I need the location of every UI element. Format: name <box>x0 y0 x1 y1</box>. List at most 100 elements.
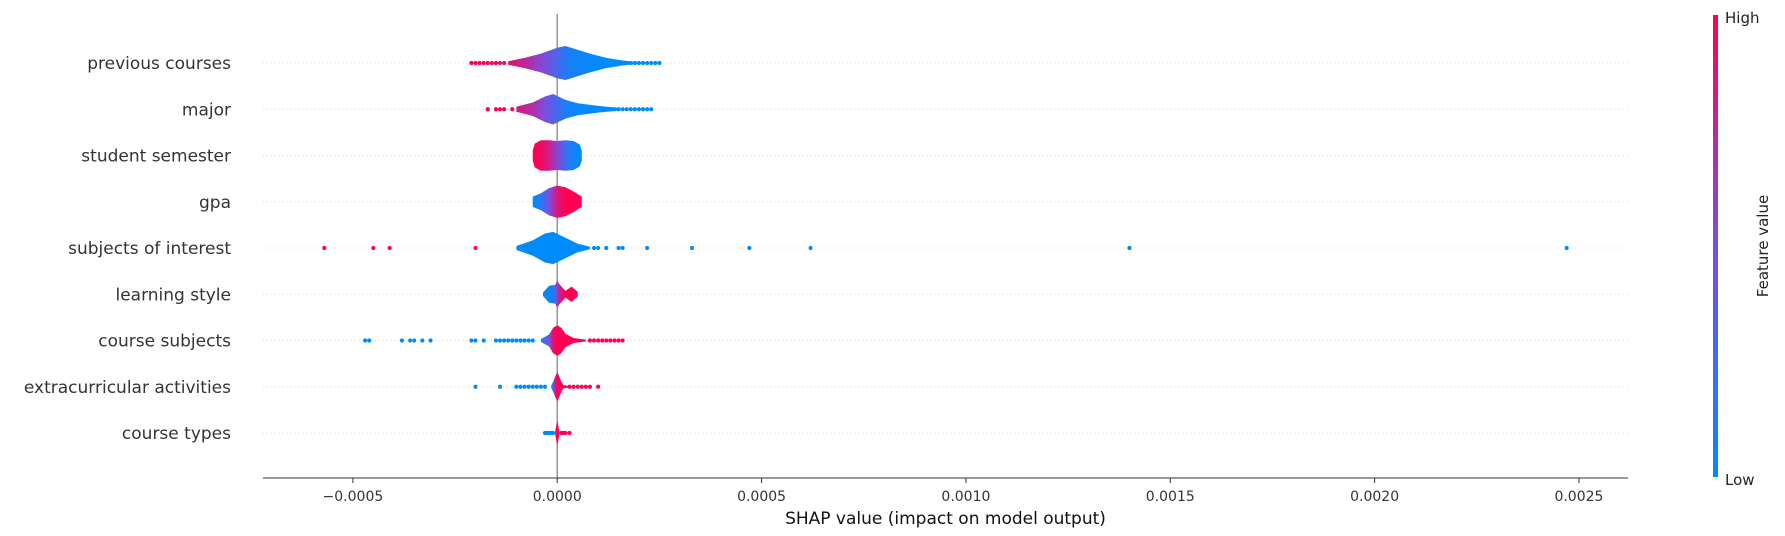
violin-shape <box>540 325 586 356</box>
feature-label: gpa <box>199 193 231 213</box>
outlier-point <box>591 245 597 251</box>
outlier-point <box>481 60 486 66</box>
outlier-point <box>493 60 499 66</box>
feature-label: learning style <box>115 285 231 305</box>
outlier-point <box>636 107 642 112</box>
violin-shape <box>551 372 570 402</box>
outlier-point <box>640 60 646 66</box>
outlier-point <box>571 384 576 389</box>
feature-label: previous courses <box>87 54 231 74</box>
outlier-point <box>322 245 327 251</box>
outlier-point <box>747 245 752 251</box>
outlier-point <box>632 60 638 66</box>
outlier-point <box>493 107 499 112</box>
outlier-point <box>481 338 486 343</box>
outlier-point <box>510 338 515 343</box>
outlier-point <box>1564 245 1569 251</box>
outlier-point <box>428 338 433 343</box>
outlier-point <box>583 384 588 389</box>
x-tick-label: 0.0025 <box>1554 489 1603 505</box>
feature-label: extracurricular activities <box>24 378 231 398</box>
outlier-point <box>567 430 572 436</box>
outlier-point <box>477 60 482 66</box>
feature-labels: previous courses major student semester gpa… <box>24 54 231 444</box>
outlier-point <box>608 107 613 112</box>
violin-shape <box>516 93 619 125</box>
violin-shape <box>516 231 590 265</box>
outlier-point <box>604 245 609 251</box>
outlier-point <box>587 384 593 389</box>
outlier-point <box>420 338 425 343</box>
outlier-point <box>1127 245 1132 251</box>
x-tick-label: 0.0000 <box>533 489 582 505</box>
outlier-point <box>616 338 621 343</box>
outlier-point <box>563 430 568 436</box>
x-tick-label: 0.0005 <box>737 489 786 505</box>
colorbar: High Low Feature value <box>1713 9 1772 489</box>
outlier-point <box>542 384 548 389</box>
outlier-point <box>473 384 478 389</box>
outlier-point <box>538 384 544 389</box>
outlier-point <box>493 338 499 343</box>
outlier-point <box>616 107 621 112</box>
outlier-point <box>645 60 650 66</box>
outlier-point <box>502 60 507 66</box>
outlier-point <box>628 107 633 112</box>
outlier-point <box>522 338 527 343</box>
outlier-point <box>596 245 601 251</box>
x-tick-label: 0.0020 <box>1350 489 1399 505</box>
colorbar-gradient <box>1713 15 1718 477</box>
outlier-point <box>808 245 813 251</box>
outlier-point <box>579 384 584 389</box>
violin-shape <box>542 280 578 308</box>
outlier-point <box>473 245 478 251</box>
outlier-points-layer <box>322 60 1569 436</box>
outlier-point <box>469 60 474 66</box>
violin-shape <box>555 421 560 445</box>
outlier-point <box>628 60 633 66</box>
x-tick-label: 0.0010 <box>941 489 990 505</box>
outlier-point <box>522 384 527 389</box>
outlier-point <box>608 338 613 343</box>
outlier-point <box>620 60 625 66</box>
outlier-point <box>485 107 490 112</box>
outlier-point <box>502 107 507 112</box>
outlier-point <box>587 338 593 343</box>
outlier-point <box>624 107 629 112</box>
outlier-point <box>514 384 519 389</box>
outlier-point <box>640 107 646 112</box>
x-axis-ticks: −0.0005 0.0000 0.0005 0.0010 0.0015 0.0020 0.0… <box>323 478 1603 505</box>
outlier-point <box>690 245 695 251</box>
colorbar-title: Feature value <box>1754 195 1772 297</box>
outlier-point <box>575 384 580 389</box>
outlier-point <box>624 60 629 66</box>
outlier-point <box>371 245 376 251</box>
outlier-point <box>514 338 519 343</box>
outlier-point <box>591 338 597 343</box>
outlier-point <box>596 338 601 343</box>
outlier-point <box>367 338 372 343</box>
outlier-point <box>551 430 556 436</box>
outlier-point <box>612 107 617 112</box>
violin-layer <box>508 46 639 445</box>
violin-shape <box>532 185 582 218</box>
colorbar-high-label: High <box>1725 9 1759 27</box>
outlier-point <box>620 338 625 343</box>
outlier-point <box>620 107 625 112</box>
feature-label: course types <box>122 424 231 444</box>
violin-shape <box>532 140 582 171</box>
violin-shape <box>508 46 639 80</box>
outlier-point <box>387 245 392 251</box>
x-axis-title: SHAP value (impact on model output) <box>785 509 1106 529</box>
row-gridlines <box>263 62 1628 434</box>
outlier-point <box>632 107 638 112</box>
outlier-point <box>485 60 490 66</box>
outlier-point <box>469 338 474 343</box>
outlier-point <box>653 60 658 66</box>
outlier-point <box>645 245 650 251</box>
outlier-point <box>636 60 642 66</box>
outlier-point <box>534 384 539 389</box>
outlier-point <box>649 107 654 112</box>
outlier-point <box>473 338 478 343</box>
outlier-point <box>645 107 650 112</box>
